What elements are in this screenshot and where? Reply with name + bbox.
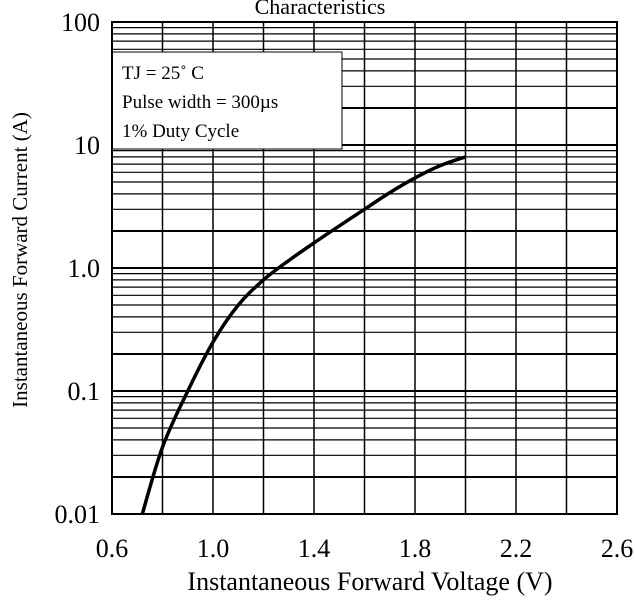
- conditions-annotation: TJ = 25˚ C Pulse width = 300µs 1% Duty C…: [111, 51, 343, 150]
- y-axis-label: Instantaneous Forward Current (A): [8, 112, 32, 408]
- y-tick-label: 100: [61, 8, 100, 37]
- annotation-line-2: Pulse width = 300µs: [122, 92, 278, 113]
- chart-title: Characteristics: [255, 0, 386, 19]
- forward-current-curve-0: [140, 155, 467, 515]
- y-tick-label: 1.0: [68, 254, 101, 283]
- annotation-line-3: 1% Duty Cycle: [122, 121, 239, 142]
- x-tick-labels: 0.6 1.0 1.4 1.8 2.2 2.6: [96, 534, 634, 563]
- y-tick-label: 0.1: [68, 377, 101, 406]
- curve-layer: [140, 155, 467, 515]
- annotation-box: [111, 51, 343, 150]
- y-tick-labels: 0.01 0.1 1.0 10 100: [55, 8, 101, 529]
- x-tick-label: 1.8: [399, 534, 432, 563]
- x-tick-label: 2.2: [500, 534, 533, 563]
- x-tick-label: 1.4: [298, 534, 331, 563]
- y-tick-label: 10: [74, 131, 100, 160]
- x-axis-label: Instantaneous Forward Voltage (V): [187, 567, 552, 596]
- x-tick-label: 1.0: [197, 534, 230, 563]
- x-tick-label: 2.6: [601, 534, 634, 563]
- x-tick-label: 0.6: [96, 534, 129, 563]
- y-tick-label: 0.01: [55, 500, 101, 529]
- plot-frame: [111, 21, 618, 515]
- annotation-line-1: TJ = 25˚ C: [122, 63, 204, 84]
